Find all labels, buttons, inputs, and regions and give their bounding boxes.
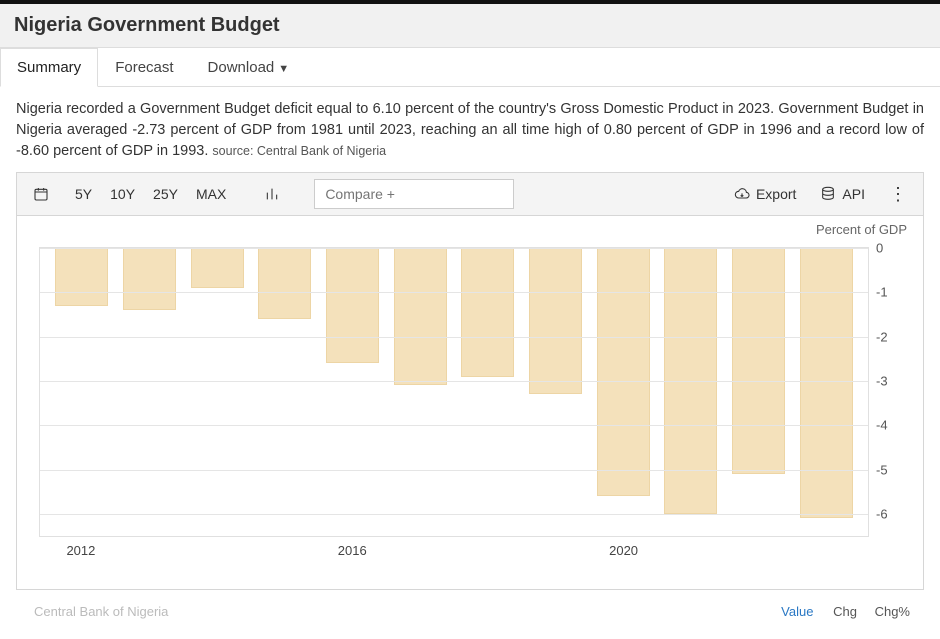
api-button[interactable]: API: [812, 182, 873, 206]
kebab-icon: ⋮: [889, 184, 907, 204]
bar-col: [589, 248, 657, 496]
description-text: Nigeria recorded a Government Budget def…: [16, 101, 924, 159]
grid-line: [40, 248, 868, 249]
bar-col: [725, 248, 793, 474]
chart-toolbar: 5Y 10Y 25Y MAX Export API ⋮: [17, 173, 923, 216]
grid-line: [40, 337, 868, 338]
y-tick: 0: [876, 241, 883, 256]
bar[interactable]: [326, 248, 379, 363]
page-header: Nigeria Government Budget: [0, 4, 940, 48]
value-link[interactable]: Value: [781, 604, 813, 619]
bar-col: [116, 248, 184, 310]
bar-col: [522, 248, 590, 394]
cloud-download-icon: [734, 186, 750, 202]
bar-col: [183, 248, 251, 288]
y-tick: -2: [876, 329, 888, 344]
source-prefix: source:: [212, 144, 256, 158]
database-icon: [820, 186, 836, 202]
page-title: Nigeria Government Budget: [14, 14, 926, 37]
y-tick: -3: [876, 373, 888, 388]
footer-row: Central Bank of Nigeria Value Chg Chg%: [0, 598, 940, 621]
range-group: 5Y 10Y 25Y MAX: [71, 184, 230, 204]
calendar-icon: [33, 186, 49, 202]
bar[interactable]: [800, 248, 853, 518]
footer-source: Central Bank of Nigeria: [34, 604, 168, 619]
tab-download[interactable]: Download▼: [191, 48, 307, 86]
compare-input[interactable]: [314, 179, 514, 209]
bar[interactable]: [55, 248, 108, 306]
bar[interactable]: [258, 248, 311, 319]
x-tick: 2020: [609, 543, 638, 558]
x-tick: 2012: [66, 543, 95, 558]
export-label: Export: [756, 186, 796, 202]
tab-summary[interactable]: Summary: [0, 48, 98, 87]
chg-header: Chg: [833, 604, 857, 619]
grid-line: [40, 470, 868, 471]
bar[interactable]: [394, 248, 447, 385]
y-tick: -1: [876, 285, 888, 300]
bar[interactable]: [597, 248, 650, 496]
bar[interactable]: [461, 248, 514, 376]
tab-bar: SummaryForecastDownload▼: [0, 48, 940, 87]
bar-col: [319, 248, 387, 363]
bar[interactable]: [529, 248, 582, 394]
chgp-header: Chg%: [875, 604, 910, 619]
bars-layer: [48, 248, 860, 536]
y-tick: -6: [876, 506, 888, 521]
grid-line: [40, 425, 868, 426]
chevron-down-icon: ▼: [278, 63, 289, 75]
bar[interactable]: [732, 248, 785, 474]
bar[interactable]: [191, 248, 244, 288]
range-25y[interactable]: 25Y: [149, 184, 182, 204]
chart-container: 5Y10Y25YMAX Export API ⋮ Percent of GDP …: [16, 172, 924, 590]
description-block: Nigeria recorded a Government Budget def…: [0, 87, 940, 172]
calendar-button[interactable]: [25, 182, 57, 206]
range-10y[interactable]: 10Y: [106, 184, 139, 204]
chart-type-button[interactable]: [256, 182, 288, 206]
grid-line: [40, 292, 868, 293]
bar-col: [454, 248, 522, 376]
plot-area: 0-1-2-3-4-5-6 201220162020: [17, 237, 923, 589]
grid-line: [40, 381, 868, 382]
export-button[interactable]: Export: [726, 182, 804, 206]
y-tick: -5: [876, 462, 888, 477]
range-max[interactable]: MAX: [192, 184, 230, 204]
tab-forecast[interactable]: Forecast: [98, 48, 190, 86]
unit-label: Percent of GDP: [17, 216, 923, 237]
grid-line: [40, 514, 868, 515]
bar[interactable]: [123, 248, 176, 310]
y-tick: -4: [876, 418, 888, 433]
bar-col: [386, 248, 454, 385]
range-5y[interactable]: 5Y: [71, 184, 96, 204]
bar-col: [48, 248, 116, 306]
column-chart-icon: [264, 186, 280, 202]
x-tick: 2016: [338, 543, 367, 558]
plot: 0-1-2-3-4-5-6: [39, 247, 869, 537]
api-label: API: [842, 186, 865, 202]
bar-col: [251, 248, 319, 319]
source-name: Central Bank of Nigeria: [257, 144, 386, 158]
more-options-button[interactable]: ⋮: [881, 181, 915, 207]
x-axis: 2012 2016 2020: [47, 537, 861, 559]
bar-col: [792, 248, 860, 518]
